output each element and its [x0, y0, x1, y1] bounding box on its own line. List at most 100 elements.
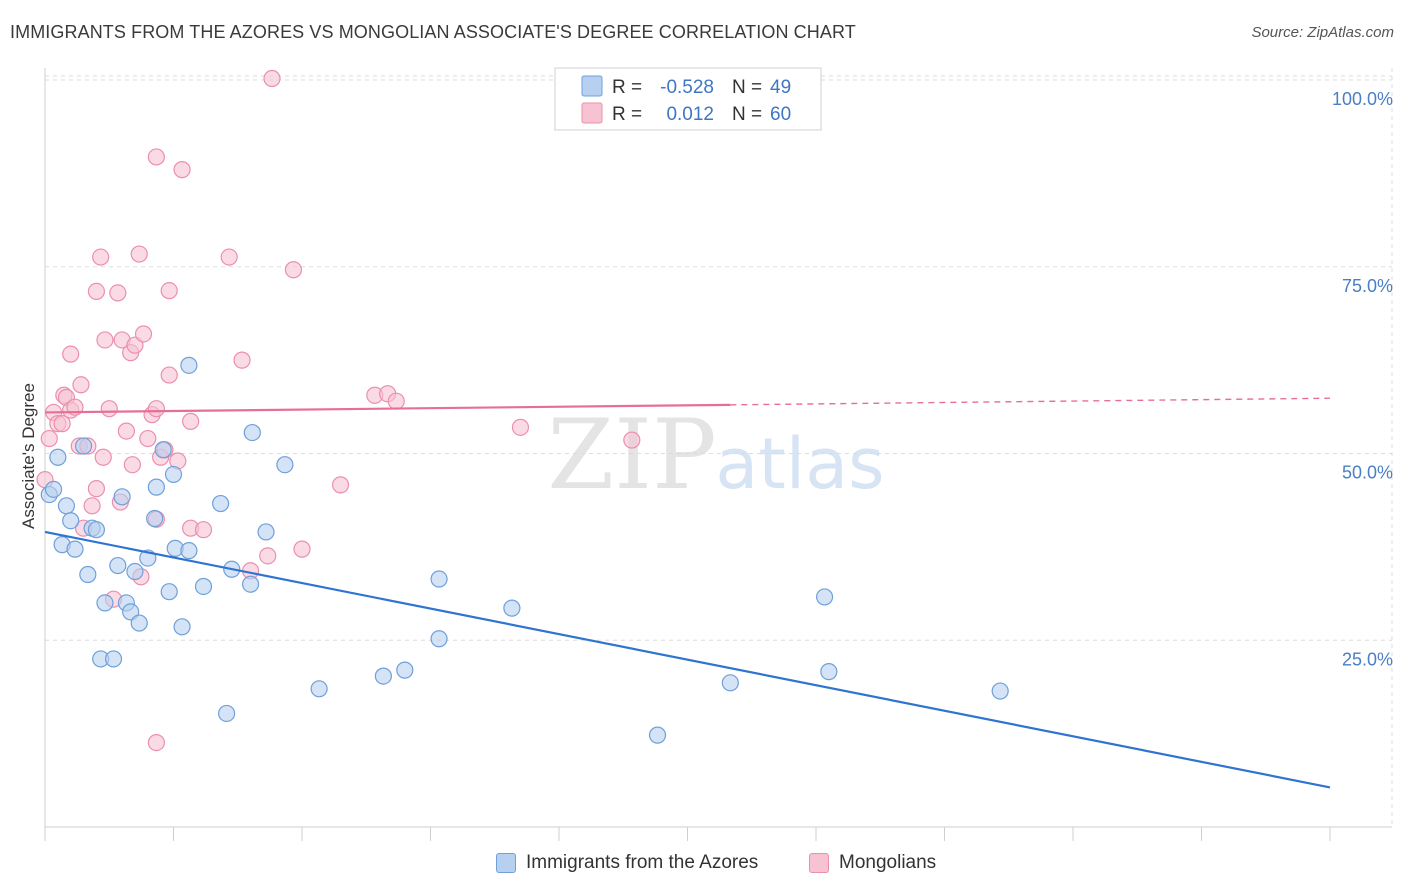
data-point-mongolians	[387, 392, 405, 410]
watermark: ZIP atlas	[547, 399, 884, 511]
data-point-mongolians	[263, 69, 281, 88]
data-point-azores	[57, 497, 76, 515]
data-point-mongolians	[87, 480, 106, 498]
scatter-plot: ZIP atlas 25.0%50.0%75.0%100.0%0.0%15.0%…	[19, 67, 1393, 841]
data-point-mongolians	[139, 429, 157, 448]
data-point-mongolians	[94, 448, 112, 466]
legend-label-mongolians: Mongolians	[839, 852, 937, 873]
data-point-mongolians	[173, 161, 191, 179]
legend-label-azores: Immigrants from the Azores	[526, 852, 759, 873]
data-point-mongolians	[147, 400, 165, 418]
data-point-mongolians	[134, 325, 153, 343]
data-point-azores	[815, 588, 834, 606]
data-point-azores	[648, 726, 667, 744]
legend-r-value-1: -0.528	[660, 77, 714, 98]
trend-line-mongolians-solid	[44, 403, 731, 414]
legend-item-azores: Immigrants from the Azores	[496, 852, 758, 874]
data-point-mongolians	[331, 476, 350, 494]
data-point-mongolians	[87, 282, 106, 301]
data-point-mongolians	[123, 456, 141, 474]
data-point-mongolians	[147, 148, 165, 166]
legend-swatch-blue	[581, 75, 603, 97]
series-legend: Immigrants from the Azores Mongolians	[0, 852, 1406, 878]
data-point-azores	[194, 577, 213, 596]
data-point-azores	[87, 521, 106, 539]
data-point-azores	[242, 575, 260, 593]
y-tick-label: 50.0%	[1342, 463, 1393, 483]
data-point-azores	[503, 599, 521, 617]
source-credit: Source: ZipAtlas.com	[1251, 24, 1394, 41]
data-point-azores	[109, 556, 127, 575]
legend-swatch-azores	[496, 853, 516, 873]
data-point-azores	[212, 494, 230, 513]
data-point-azores	[96, 594, 114, 612]
data-point-azores	[396, 661, 414, 679]
data-point-mongolians	[194, 521, 213, 539]
legend-item-mongolians: Mongolians	[809, 852, 936, 874]
data-point-mongolians	[40, 429, 58, 448]
legend-r-label-2: R =	[612, 104, 642, 125]
legend-n-value-1: 49	[770, 77, 791, 98]
data-point-mongolians	[100, 400, 118, 418]
data-point-mongolians	[147, 733, 165, 752]
data-point-azores	[113, 488, 131, 506]
data-point-azores	[62, 512, 80, 530]
axes	[44, 68, 1392, 841]
data-point-mongolians	[92, 248, 110, 266]
y-tick-label: 75.0%	[1342, 276, 1393, 296]
legend-swatch-mongolians	[809, 853, 829, 873]
legend-r-label-1: R =	[612, 77, 642, 98]
chart-title: IMMIGRANTS FROM THE AZORES VS MONGOLIAN …	[10, 22, 856, 42]
trend-lines	[44, 397, 1331, 789]
data-point-mongolians	[293, 540, 311, 558]
data-point-azores	[180, 542, 198, 560]
data-point-mongolians	[623, 431, 641, 449]
data-point-azores	[66, 540, 84, 558]
legend-r-value-2: 0.012	[666, 104, 714, 125]
data-point-mongolians	[220, 248, 238, 266]
data-point-azores	[218, 704, 236, 723]
data-point-mongolians	[259, 547, 277, 565]
data-point-mongolians	[182, 412, 200, 430]
data-point-mongolians	[160, 366, 178, 384]
data-point-mongolians	[511, 418, 530, 436]
data-point-mongolians	[160, 282, 178, 300]
series-mongolians	[36, 69, 641, 752]
data-point-azores	[310, 680, 328, 698]
data-point-azores	[146, 509, 164, 528]
data-point-mongolians	[117, 422, 135, 440]
watermark-zip: ZIP	[547, 399, 716, 511]
legend-swatch-pink	[581, 102, 603, 124]
watermark-atlas: atlas	[715, 423, 884, 505]
data-point-mongolians	[284, 261, 303, 279]
data-point-azores	[147, 478, 165, 496]
data-point-azores	[374, 667, 392, 685]
legend-n-label-2: N =	[732, 104, 762, 125]
data-point-mongolians	[83, 497, 101, 515]
data-point-azores	[721, 674, 739, 692]
data-point-azores	[276, 456, 294, 474]
data-point-mongolians	[72, 376, 90, 394]
data-point-azores	[74, 437, 93, 455]
data-point-azores	[257, 523, 275, 541]
series-azores	[40, 356, 1009, 744]
y-tick-label: 25.0%	[1342, 649, 1393, 669]
data-point-azores	[79, 565, 97, 584]
data-point-mongolians	[233, 351, 251, 369]
y-tick-label: 100.0%	[1332, 89, 1393, 109]
data-point-azores	[160, 583, 178, 601]
stats-legend: R = -0.528 N = 49 R = 0.012 N = 60	[554, 67, 822, 131]
y-axis-label: Associate's Degree	[19, 383, 38, 529]
data-point-azores	[104, 650, 123, 668]
data-point-mongolians	[96, 331, 114, 349]
legend-n-label-1: N =	[732, 77, 762, 98]
data-point-azores	[173, 618, 191, 636]
data-point-mongolians	[109, 284, 127, 302]
data-point-azores	[243, 423, 261, 442]
data-point-azores	[44, 480, 63, 498]
data-point-azores	[49, 448, 67, 466]
data-point-mongolians	[130, 245, 148, 263]
data-point-azores	[820, 663, 838, 681]
data-point-azores	[126, 562, 144, 581]
data-point-azores	[430, 630, 448, 648]
